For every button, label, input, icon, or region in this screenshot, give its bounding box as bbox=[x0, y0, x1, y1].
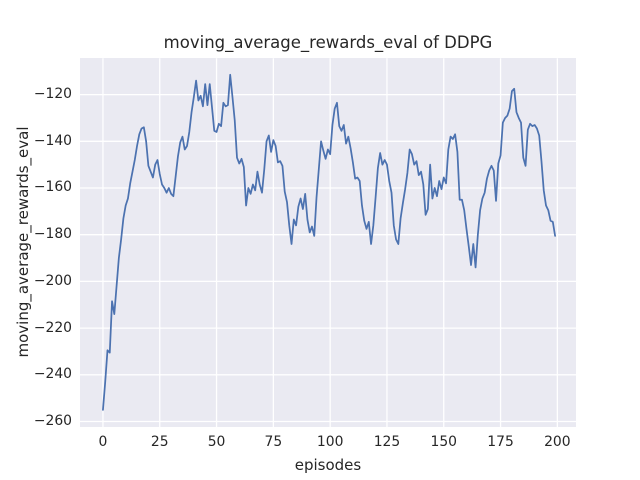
chart-title: moving_average_rewards_eval of DDPG bbox=[163, 33, 493, 52]
y-tick-label: −240 bbox=[33, 366, 72, 383]
y-tick-label: −180 bbox=[33, 226, 72, 243]
y-tick-label: −200 bbox=[33, 272, 72, 289]
x-tick-label: 100 bbox=[316, 433, 344, 450]
x-tick-label: 50 bbox=[207, 433, 226, 450]
y-tick-label: −160 bbox=[33, 179, 72, 196]
y-tick-label: −260 bbox=[33, 412, 72, 429]
y-tick-label: −120 bbox=[33, 86, 72, 103]
x-tick-label: 75 bbox=[264, 433, 283, 450]
y-tick-label: −140 bbox=[33, 132, 72, 149]
y-tick-label: −220 bbox=[33, 319, 72, 336]
x-tick-label: 150 bbox=[430, 433, 457, 450]
x-tick-label: 175 bbox=[487, 433, 514, 450]
plot-area bbox=[80, 57, 576, 428]
line-chart-canvas bbox=[80, 57, 576, 428]
x-tick-label: 0 bbox=[98, 433, 108, 450]
x-tick-label: 125 bbox=[373, 433, 401, 450]
x-axis-label: episodes bbox=[294, 456, 362, 474]
x-tick-label: 200 bbox=[544, 433, 571, 450]
x-tick-label: 25 bbox=[150, 433, 169, 450]
